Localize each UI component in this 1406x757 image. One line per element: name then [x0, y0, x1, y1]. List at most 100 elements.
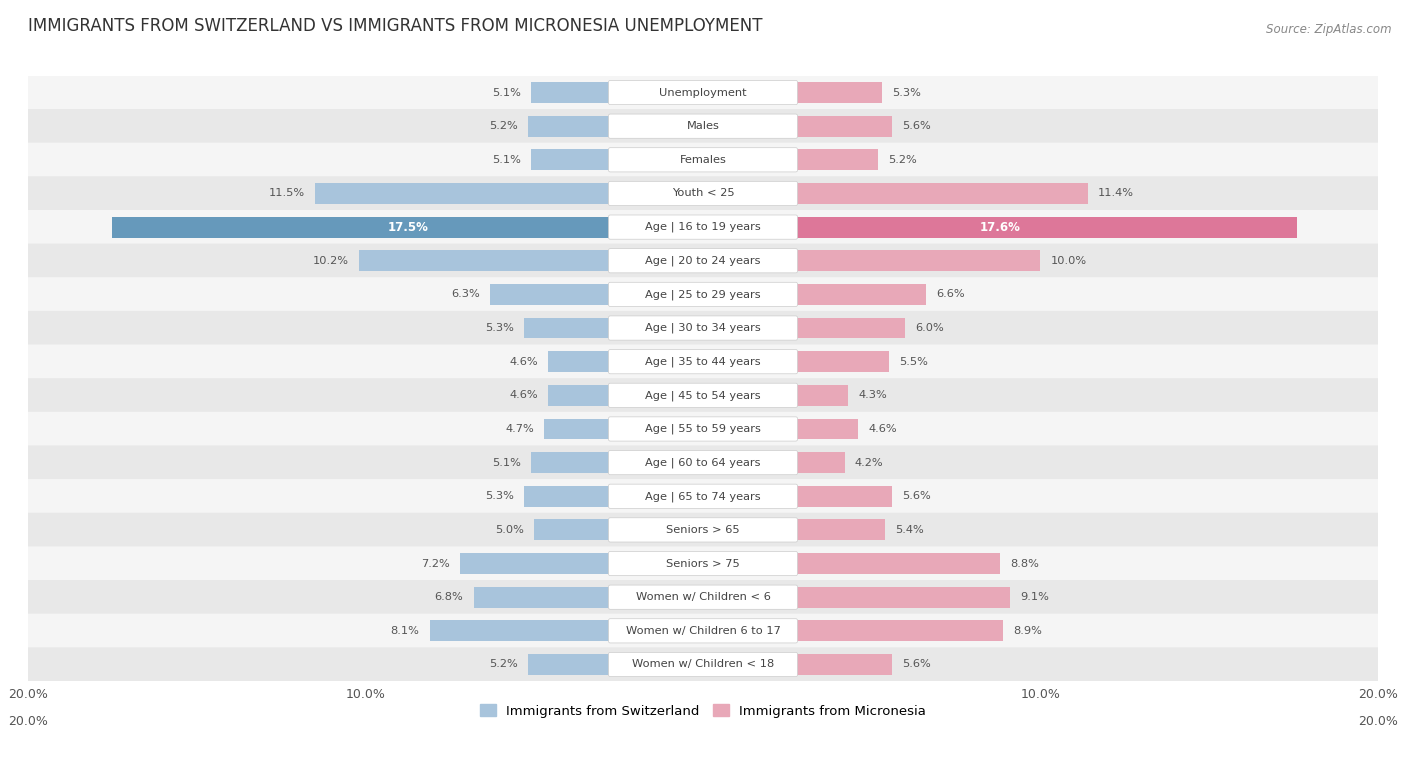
Bar	[703, 621, 1004, 641]
Text: Age | 55 to 59 years: Age | 55 to 59 years	[645, 424, 761, 435]
Text: 5.2%: 5.2%	[489, 121, 517, 131]
Bar	[703, 419, 858, 439]
Bar	[703, 385, 848, 406]
Text: 5.4%: 5.4%	[896, 525, 924, 535]
Text: 10.0%: 10.0%	[1050, 256, 1087, 266]
Bar	[703, 116, 891, 136]
Text: Women w/ Children 6 to 17: Women w/ Children 6 to 17	[626, 626, 780, 636]
Bar	[703, 149, 879, 170]
Bar	[548, 351, 703, 372]
Text: Age | 25 to 29 years: Age | 25 to 29 years	[645, 289, 761, 300]
Text: 5.3%: 5.3%	[485, 323, 515, 333]
Text: Seniors > 65: Seniors > 65	[666, 525, 740, 535]
Text: 5.2%: 5.2%	[489, 659, 517, 669]
Text: 9.1%: 9.1%	[1021, 592, 1049, 602]
Bar	[548, 385, 703, 406]
FancyBboxPatch shape	[609, 653, 797, 677]
Text: 5.1%: 5.1%	[492, 88, 520, 98]
FancyBboxPatch shape	[609, 248, 797, 273]
Text: 5.2%: 5.2%	[889, 155, 917, 165]
Text: 5.6%: 5.6%	[903, 659, 931, 669]
Bar	[703, 654, 891, 675]
Text: 4.7%: 4.7%	[506, 424, 534, 434]
Text: 5.3%: 5.3%	[485, 491, 515, 501]
FancyBboxPatch shape	[609, 383, 797, 407]
Text: Unemployment: Unemployment	[659, 88, 747, 98]
Text: Age | 30 to 34 years: Age | 30 to 34 years	[645, 322, 761, 333]
FancyBboxPatch shape	[28, 580, 1378, 615]
FancyBboxPatch shape	[28, 76, 1378, 110]
FancyBboxPatch shape	[609, 282, 797, 307]
Bar	[315, 183, 703, 204]
FancyBboxPatch shape	[609, 182, 797, 206]
Bar	[703, 284, 925, 305]
Text: Women w/ Children < 18: Women w/ Children < 18	[631, 659, 775, 669]
Bar	[544, 419, 703, 439]
Bar	[531, 82, 703, 103]
Text: Age | 45 to 54 years: Age | 45 to 54 years	[645, 390, 761, 400]
Text: 11.4%: 11.4%	[1098, 188, 1133, 198]
FancyBboxPatch shape	[28, 547, 1378, 581]
Bar	[703, 183, 1088, 204]
Text: 8.8%: 8.8%	[1010, 559, 1039, 569]
Bar	[524, 486, 703, 506]
Text: Youth < 25: Youth < 25	[672, 188, 734, 198]
FancyBboxPatch shape	[609, 417, 797, 441]
Text: 8.1%: 8.1%	[391, 626, 419, 636]
FancyBboxPatch shape	[609, 450, 797, 475]
Bar	[703, 587, 1010, 608]
FancyBboxPatch shape	[28, 412, 1378, 446]
Bar	[474, 587, 703, 608]
Bar	[703, 553, 1000, 574]
Bar	[112, 217, 703, 238]
FancyBboxPatch shape	[28, 210, 1378, 245]
Bar	[430, 621, 703, 641]
Text: 20.0%: 20.0%	[8, 715, 48, 728]
FancyBboxPatch shape	[28, 311, 1378, 345]
FancyBboxPatch shape	[28, 378, 1378, 413]
Text: 6.8%: 6.8%	[434, 592, 464, 602]
Bar	[703, 486, 891, 506]
Bar	[703, 519, 886, 540]
Legend: Immigrants from Switzerland, Immigrants from Micronesia: Immigrants from Switzerland, Immigrants …	[475, 699, 931, 723]
FancyBboxPatch shape	[609, 618, 797, 643]
FancyBboxPatch shape	[609, 518, 797, 542]
Text: 4.2%: 4.2%	[855, 458, 883, 468]
FancyBboxPatch shape	[609, 114, 797, 139]
FancyBboxPatch shape	[609, 148, 797, 172]
Bar	[527, 654, 703, 675]
Bar	[460, 553, 703, 574]
Bar	[703, 251, 1040, 271]
FancyBboxPatch shape	[609, 350, 797, 374]
Bar	[703, 351, 889, 372]
Text: 5.1%: 5.1%	[492, 155, 520, 165]
Text: Females: Females	[679, 155, 727, 165]
Bar	[534, 519, 703, 540]
FancyBboxPatch shape	[28, 479, 1378, 513]
Text: Source: ZipAtlas.com: Source: ZipAtlas.com	[1267, 23, 1392, 36]
FancyBboxPatch shape	[609, 80, 797, 104]
Text: Seniors > 75: Seniors > 75	[666, 559, 740, 569]
Text: 5.3%: 5.3%	[891, 88, 921, 98]
Text: 11.5%: 11.5%	[269, 188, 305, 198]
FancyBboxPatch shape	[609, 585, 797, 609]
FancyBboxPatch shape	[609, 215, 797, 239]
FancyBboxPatch shape	[609, 551, 797, 575]
FancyBboxPatch shape	[28, 277, 1378, 312]
FancyBboxPatch shape	[28, 109, 1378, 143]
Text: IMMIGRANTS FROM SWITZERLAND VS IMMIGRANTS FROM MICRONESIA UNEMPLOYMENT: IMMIGRANTS FROM SWITZERLAND VS IMMIGRANT…	[28, 17, 762, 36]
Text: 4.6%: 4.6%	[509, 357, 537, 366]
Text: 7.2%: 7.2%	[422, 559, 450, 569]
Text: Males: Males	[686, 121, 720, 131]
Text: 4.6%: 4.6%	[509, 391, 537, 400]
Bar	[524, 318, 703, 338]
FancyBboxPatch shape	[28, 142, 1378, 177]
Text: 4.6%: 4.6%	[869, 424, 897, 434]
FancyBboxPatch shape	[28, 647, 1378, 681]
Text: Age | 60 to 64 years: Age | 60 to 64 years	[645, 457, 761, 468]
Text: 17.5%: 17.5%	[387, 220, 429, 234]
Bar	[703, 452, 845, 473]
Bar	[491, 284, 703, 305]
Text: 6.3%: 6.3%	[451, 289, 481, 299]
Text: Age | 20 to 24 years: Age | 20 to 24 years	[645, 256, 761, 266]
